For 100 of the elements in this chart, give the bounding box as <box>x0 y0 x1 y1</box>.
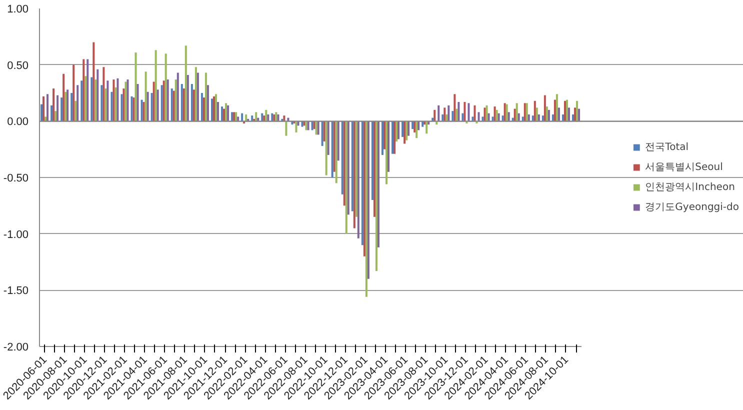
bar <box>62 74 65 122</box>
bar <box>180 84 183 122</box>
bar <box>416 121 418 138</box>
bar <box>50 105 53 122</box>
bar <box>124 82 127 122</box>
bar <box>114 87 117 122</box>
bar <box>574 108 576 122</box>
y-tick-label: 1.00 <box>7 4 29 16</box>
bar <box>345 121 348 234</box>
bar <box>154 50 157 122</box>
bar <box>554 100 556 122</box>
bar <box>365 121 368 297</box>
bar <box>426 121 428 134</box>
bar <box>325 121 328 176</box>
bar <box>84 76 87 122</box>
bar <box>72 64 75 122</box>
bar <box>74 100 77 122</box>
bar <box>56 95 59 122</box>
bar <box>448 105 450 122</box>
bar <box>361 121 364 246</box>
bar <box>106 80 109 122</box>
bar <box>404 121 406 144</box>
bar <box>534 100 536 122</box>
bar <box>196 72 199 122</box>
bar <box>363 121 366 256</box>
bar <box>371 121 374 200</box>
bar <box>564 100 566 122</box>
bar <box>164 54 167 122</box>
bar <box>255 112 258 122</box>
bar <box>182 88 185 122</box>
bar <box>156 90 159 122</box>
y-tick-label: -1.50 <box>3 285 29 298</box>
bar <box>265 110 268 122</box>
bar <box>144 72 147 122</box>
bar <box>212 96 215 122</box>
bar <box>576 100 578 122</box>
bar <box>94 79 97 122</box>
bar <box>96 69 99 122</box>
bar <box>335 121 338 184</box>
bar <box>377 121 380 248</box>
bar <box>516 103 518 122</box>
bar <box>86 59 89 122</box>
bar <box>402 121 404 137</box>
bar <box>176 72 179 122</box>
bar <box>347 121 350 215</box>
bar <box>120 94 123 122</box>
bar <box>568 108 570 122</box>
bar <box>373 121 376 217</box>
bar <box>478 112 480 122</box>
bar <box>184 46 187 122</box>
bar <box>484 108 486 122</box>
bar <box>76 85 79 122</box>
bar <box>190 84 193 122</box>
bar <box>192 90 195 122</box>
y-tick-label: -2.00 <box>3 342 29 354</box>
y-tick-label: 0.50 <box>7 60 29 72</box>
bar <box>323 121 326 142</box>
bar <box>333 121 336 172</box>
bar <box>285 121 288 136</box>
bar <box>387 121 390 172</box>
bar <box>194 67 197 122</box>
bar <box>70 93 73 122</box>
bar <box>162 80 165 122</box>
bar <box>90 77 93 122</box>
bar <box>514 108 516 122</box>
bar <box>54 111 57 122</box>
bar <box>202 98 205 122</box>
bar <box>217 102 220 122</box>
bar <box>82 59 85 122</box>
bar <box>414 121 416 132</box>
bar <box>383 121 386 150</box>
bar <box>170 88 173 122</box>
bar <box>546 106 548 122</box>
bar <box>454 94 456 122</box>
bar <box>343 121 346 206</box>
bar <box>122 88 125 122</box>
bar <box>60 98 63 122</box>
bar <box>337 121 340 161</box>
bar <box>385 121 388 184</box>
bar <box>341 121 344 194</box>
bar <box>468 103 470 122</box>
bar <box>327 121 330 155</box>
bar <box>456 108 458 122</box>
bar <box>140 100 143 122</box>
bar <box>166 79 169 122</box>
bar <box>110 92 113 122</box>
bar <box>351 121 354 212</box>
bar <box>418 121 420 130</box>
bar <box>321 121 324 146</box>
bar <box>92 42 95 122</box>
bar <box>394 121 396 154</box>
y-tick-label: -0.50 <box>3 172 29 184</box>
legend-label: 서울특별시Seoul <box>645 161 723 174</box>
bar <box>536 108 538 122</box>
bar <box>174 79 177 122</box>
bar <box>544 95 546 122</box>
bar <box>578 108 580 122</box>
legend-label: 인천광역시Incheon <box>645 181 735 194</box>
bar <box>375 121 378 272</box>
bar <box>406 121 408 140</box>
